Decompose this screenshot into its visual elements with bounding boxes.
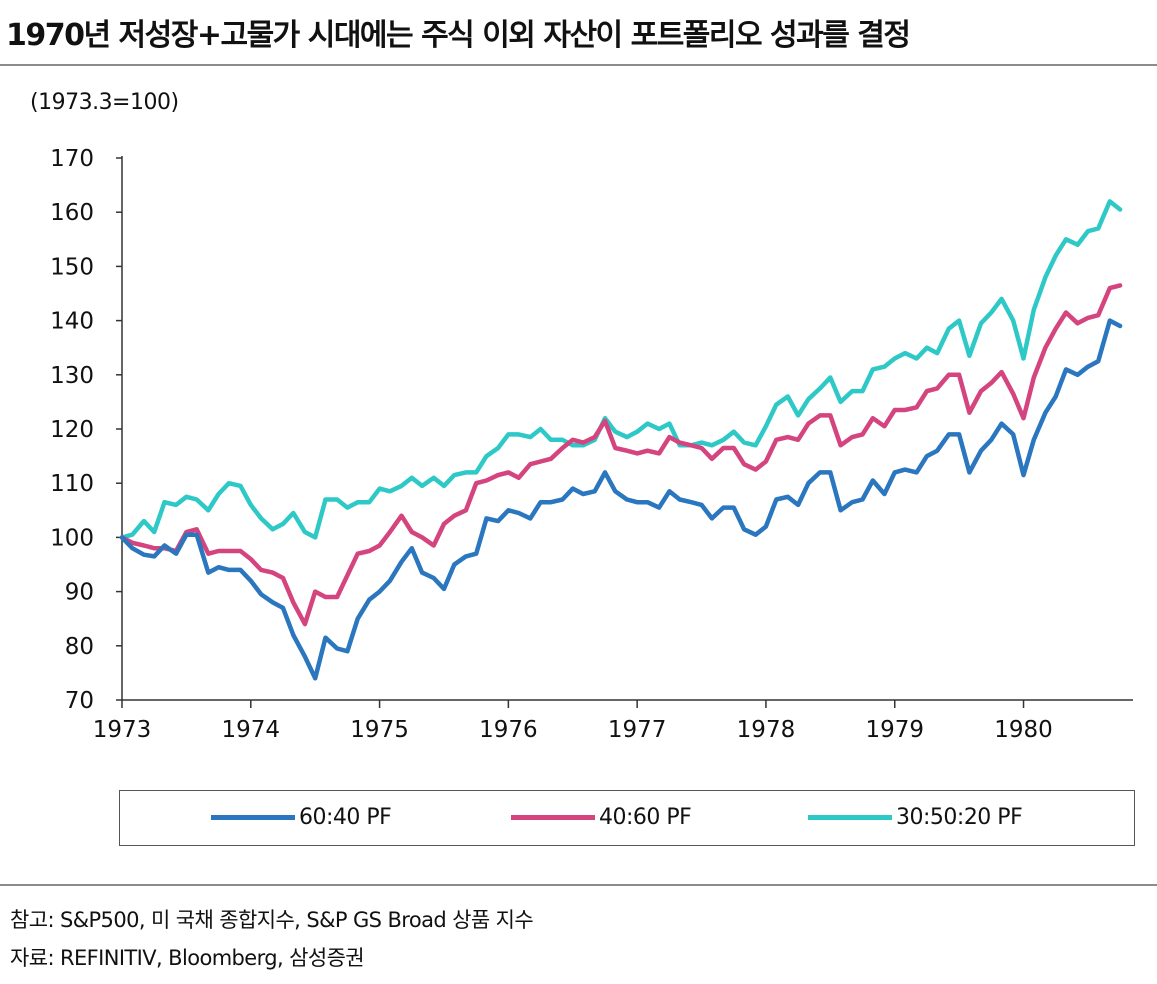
- reference-note: 참고: S&P500, 미 국채 종합지수, S&P GS Broad 상품 지…: [10, 908, 534, 932]
- y-tick-label: 160: [50, 200, 94, 226]
- y-tick-label: 80: [65, 634, 94, 660]
- y-tick-label: 130: [50, 363, 94, 389]
- legend-label-60-40: 60:40 PF: [299, 805, 392, 830]
- legend-swatch-40-60: [511, 815, 595, 820]
- y-tick-label: 140: [50, 309, 94, 335]
- series-line-40-60: [119, 283, 1123, 627]
- legend: 60:40 PF 40:60 PF 30:50:20 PF: [119, 790, 1135, 846]
- footer-divider: [0, 884, 1157, 886]
- y-tick-label: 90: [65, 580, 94, 606]
- legend-item-40-60: 40:60 PF: [511, 791, 692, 844]
- y-axis: 70 80 90 100 110 120 130 140 150 160 170: [50, 146, 123, 714]
- x-tick-label: 1978: [737, 717, 796, 743]
- x-tick-label: 1973: [93, 717, 152, 743]
- legend-item-60-40: 60:40 PF: [211, 791, 392, 844]
- y-tick-label: 120: [50, 417, 94, 443]
- legend-item-30-50-20: 30:50:20 PF: [808, 791, 1023, 844]
- x-tick-label: 1975: [350, 717, 409, 743]
- legend-swatch-30-50-20: [808, 815, 892, 820]
- x-tick-label: 1974: [222, 717, 281, 743]
- title-divider: [0, 64, 1157, 66]
- unit-label: (1973.3=100): [30, 90, 179, 115]
- series-line-60-40: [119, 318, 1123, 681]
- legend-label-30-50-20: 30:50:20 PF: [896, 805, 1023, 830]
- y-tick-label: 170: [50, 146, 94, 172]
- series-layer: [119, 199, 1123, 681]
- x-tick-label: 1977: [608, 717, 667, 743]
- legend-swatch-60-40: [211, 815, 295, 820]
- y-tick-label: 100: [50, 525, 94, 551]
- x-tick-label: 1980: [994, 717, 1053, 743]
- legend-label-40-60: 40:60 PF: [599, 805, 692, 830]
- series-line-30-50-20: [119, 199, 1123, 540]
- x-tick-label: 1979: [865, 717, 924, 743]
- y-tick-label: 110: [50, 471, 94, 497]
- x-tick-label: 1976: [479, 717, 538, 743]
- y-tick-label: 70: [65, 688, 94, 714]
- chart-title: 1970년 저성장+고물가 시대에는 주식 이외 자산이 포트폴리오 성과를 결…: [6, 18, 911, 53]
- source-note: 자료: REFINITIV, Bloomberg, 삼성증권: [10, 946, 365, 970]
- x-axis: 1973 1974 1975 1976 1977 1978 1979 1980: [93, 699, 1133, 743]
- y-tick-label: 150: [50, 254, 94, 280]
